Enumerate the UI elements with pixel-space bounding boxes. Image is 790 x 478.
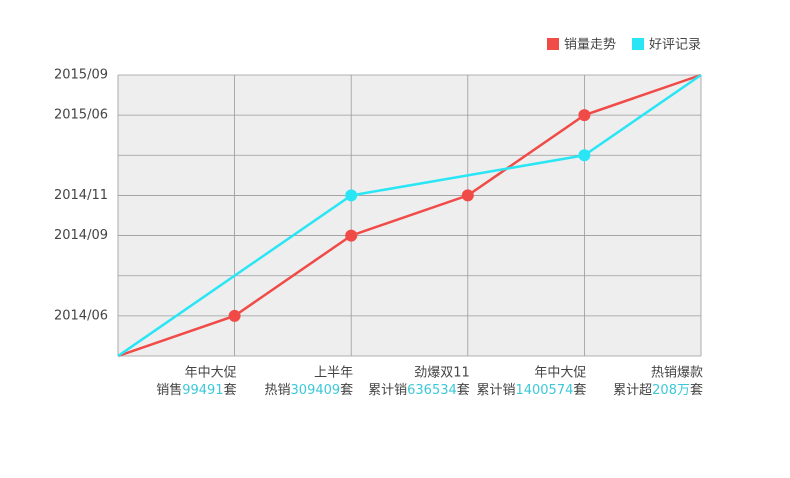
legend-label: 好评记录 [649, 38, 701, 53]
x-label-detail: 累计销1400574套 [476, 382, 586, 398]
y-tick-label: 2015/09 [54, 68, 108, 83]
x-label-title: 上半年 [314, 366, 353, 381]
x-label-suffix: 套 [457, 382, 470, 398]
series-point [578, 109, 591, 122]
x-label-prefix: 累计销 [368, 383, 407, 398]
x-label-number: 309409 [291, 383, 341, 398]
x-label-detail: 累计销636534套 [368, 382, 470, 398]
series-point [461, 189, 474, 202]
x-label-number: 1400574 [515, 383, 573, 398]
series-line [117, 73, 702, 358]
legend-label: 销量走势 [564, 37, 616, 53]
x-label-number: 636534 [407, 383, 457, 398]
x-label-suffix: 套 [690, 382, 703, 398]
x-label-prefix: 销售 [156, 382, 182, 398]
x-label-detail: 热销309409套 [265, 382, 354, 398]
x-label-suffix: 套 [340, 382, 353, 398]
y-tick-label: 2014/09 [54, 228, 108, 243]
x-label-number: 99491 [182, 383, 223, 398]
x-label-prefix: 热销 [265, 383, 291, 398]
x-label-detail: 销售99491套 [156, 382, 236, 398]
series-point [345, 229, 358, 242]
y-tick-label: 2014/06 [54, 308, 108, 323]
x-label-number: 208万 [652, 383, 690, 398]
x-label-title: 劲爆双11 [414, 366, 470, 381]
series-point [345, 189, 358, 202]
series-point [578, 149, 591, 162]
series-point [228, 309, 241, 322]
x-label-suffix: 套 [224, 382, 237, 398]
x-label-title: 年中大促 [534, 366, 586, 381]
x-label-suffix: 套 [573, 382, 586, 398]
x-label-title: 热销爆款 [651, 366, 703, 381]
x-label-detail: 累计超208万套 [613, 382, 703, 398]
x-label-prefix: 累计超 [613, 383, 652, 398]
y-tick-label: 2014/11 [54, 188, 108, 203]
legend-swatch [547, 38, 559, 50]
legend-swatch [632, 38, 644, 50]
x-label-prefix: 累计销 [476, 383, 515, 398]
y-tick-label: 2015/06 [54, 108, 108, 123]
x-label-title: 年中大促 [185, 366, 237, 381]
series-line [117, 73, 702, 358]
